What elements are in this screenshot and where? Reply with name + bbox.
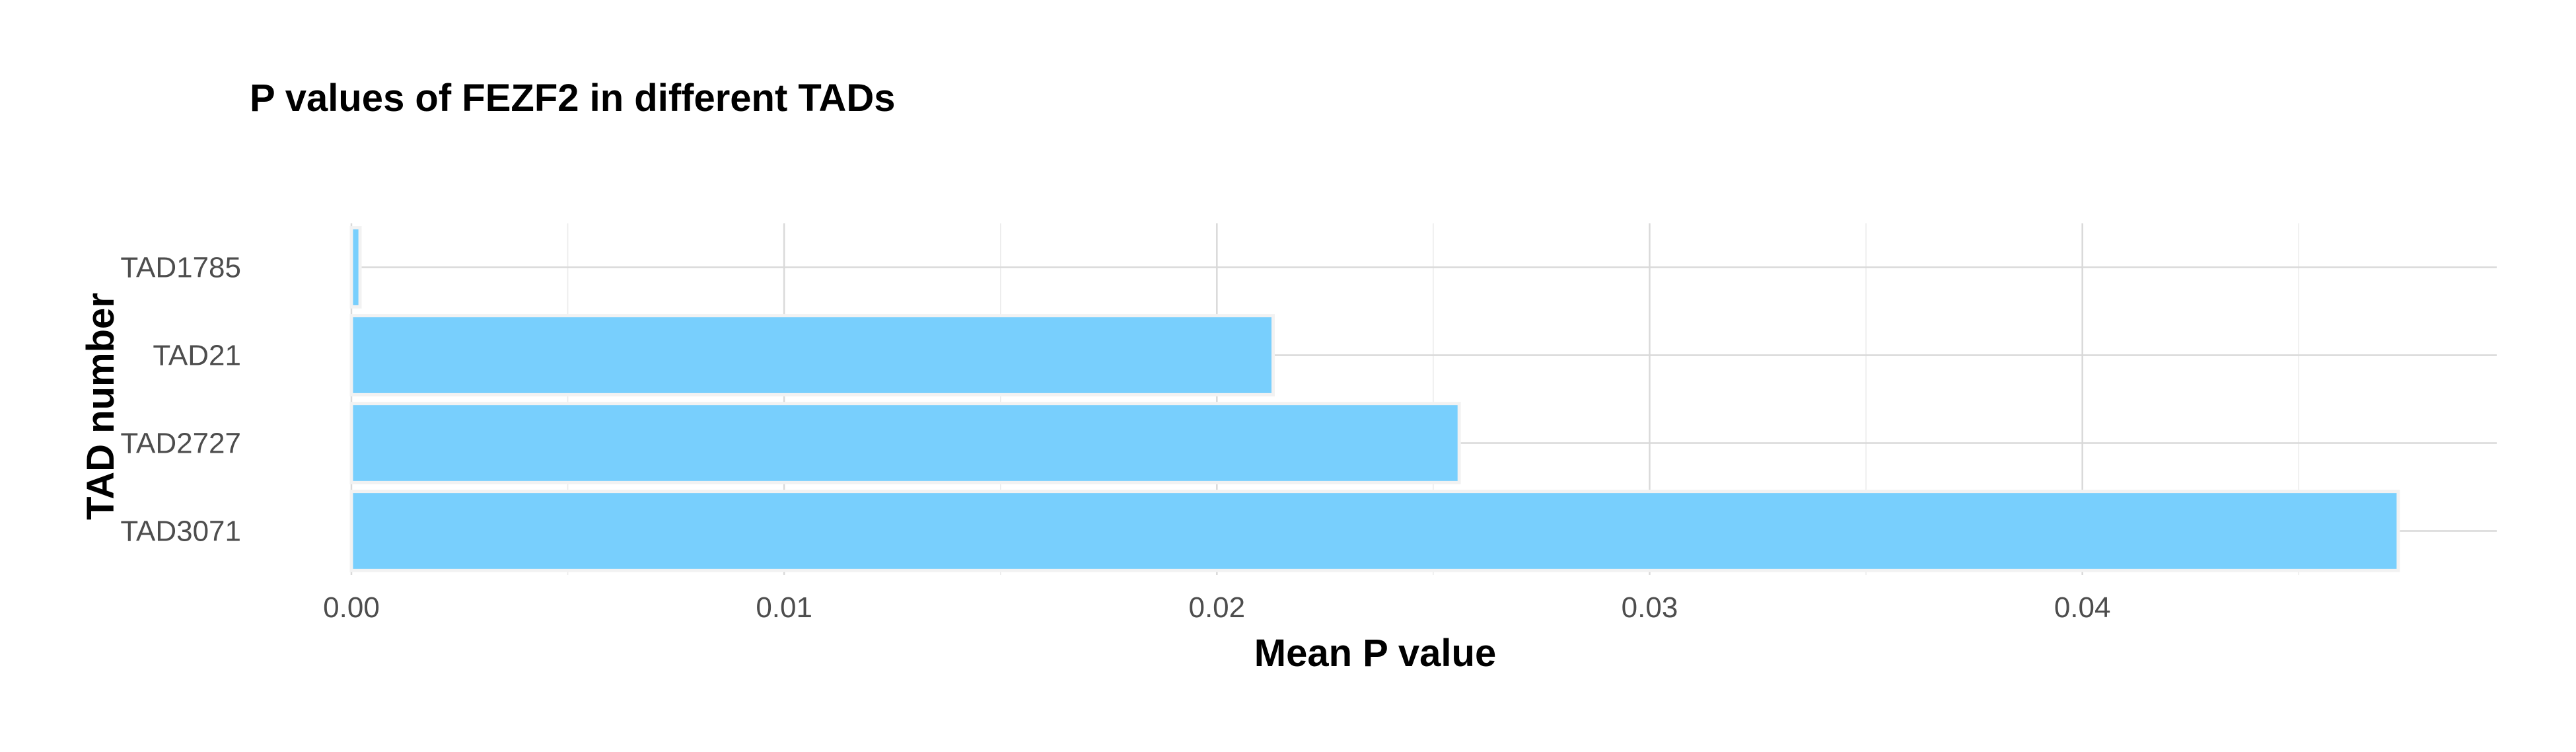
x-tick-label: 0.00 — [323, 591, 380, 624]
bar-tad1785 — [349, 226, 362, 309]
y-tick-label: TAD1785 — [120, 252, 241, 284]
bar-tad3071 — [349, 490, 2400, 572]
y-axis-tick-labels: TAD1785 TAD21 TAD2727 TAD3071 — [120, 252, 241, 548]
x-tick-label: 0.03 — [1622, 591, 1678, 624]
bar-tad2727 — [349, 402, 1461, 484]
chart-title: P values of FEZF2 in different TADs — [250, 77, 896, 120]
x-tick-label: 0.02 — [1188, 591, 1245, 624]
x-axis-title: Mean P value — [1254, 632, 1496, 675]
bars — [349, 226, 2400, 572]
bar-tad21 — [349, 314, 1275, 396]
y-tick-label: TAD21 — [153, 340, 241, 372]
y-axis-title: TAD number — [79, 293, 122, 520]
x-tick-label: 0.04 — [2054, 591, 2111, 624]
x-axis-tick-labels: 0.00 0.01 0.02 0.03 0.04 — [323, 591, 2110, 624]
y-tick-label: TAD2727 — [120, 428, 241, 460]
x-tick-label: 0.01 — [756, 591, 812, 624]
y-tick-label: TAD3071 — [120, 515, 241, 548]
